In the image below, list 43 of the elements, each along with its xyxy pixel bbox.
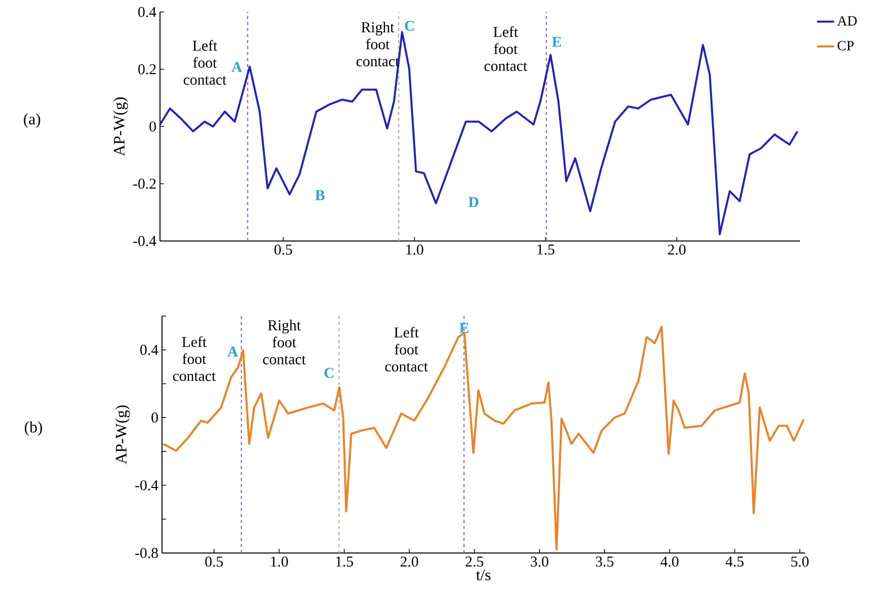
y-tick-label: 0.4: [140, 344, 158, 355]
x-tick-label: 2.0: [668, 244, 686, 255]
annotation: Right foot contact: [263, 320, 306, 364]
y-tick-label: -0.2: [133, 178, 156, 189]
x-tick-label: 4.0: [660, 556, 678, 567]
x-tick-label: 1.5: [336, 556, 354, 567]
y-tick-label: -0.8: [135, 548, 158, 558]
y-tick-label: 0.4: [138, 6, 156, 18]
x-tick-label: 5.0: [791, 556, 809, 567]
x-tick-label: 1.0: [271, 556, 288, 567]
annotation: E: [459, 322, 468, 333]
annotation: B: [315, 190, 325, 200]
annotation: D: [468, 197, 478, 207]
annotation: A: [227, 346, 238, 357]
text: CP: [838, 40, 854, 50]
annotation: C: [404, 20, 414, 31]
y-tick-label: 0.2: [138, 64, 156, 74]
annotation: Left foot contact: [484, 26, 528, 71]
x-tick-label: 2.0: [400, 556, 418, 567]
x-tick-label: 0.5: [274, 244, 292, 255]
text: (b): [24, 421, 42, 436]
y-tick-label: 0: [152, 412, 158, 423]
annotation: Left foot contact: [184, 40, 226, 85]
y-axis-title: AP-W(g): [113, 97, 128, 156]
x-tick-label: 4.5: [726, 556, 744, 567]
x-tick-label: 1.5: [538, 244, 554, 255]
legend-label: AD: [837, 16, 857, 26]
x-axis-title: t/s: [476, 570, 490, 580]
annotation: Left foot contact: [385, 326, 428, 372]
text: (a): [24, 113, 40, 128]
x-tick-label: 3.5: [596, 556, 614, 567]
annotation: Left foot contact: [173, 336, 216, 382]
y-tick-label: 0: [150, 121, 156, 132]
y-tick-label: -0.4: [133, 236, 156, 246]
x-tick-label: 3.0: [530, 556, 548, 567]
y-tick-label: -0.4: [135, 480, 158, 490]
annotation: C: [324, 368, 334, 378]
y-axis-title: AP-W(g): [115, 405, 130, 464]
annotation: A: [232, 62, 242, 72]
annotation: E: [552, 36, 562, 47]
x-tick-label: 0.5: [205, 556, 223, 567]
x-tick-label: 1.0: [406, 244, 424, 255]
x-tick-label: 2.5: [466, 556, 484, 567]
